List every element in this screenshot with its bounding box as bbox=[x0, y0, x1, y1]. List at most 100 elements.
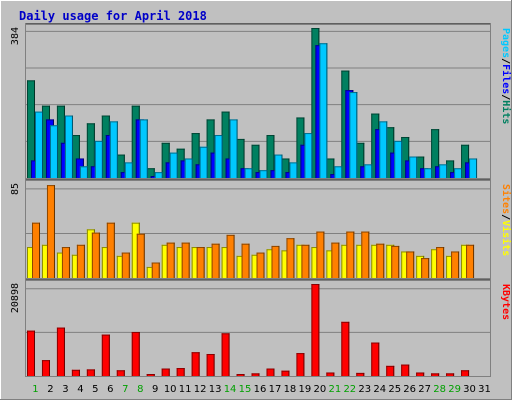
bar-pages-day-30 bbox=[469, 158, 478, 178]
bar-fill bbox=[41, 244, 50, 278]
bar-pages-day-18 bbox=[289, 162, 298, 178]
bar-fill bbox=[35, 111, 43, 178]
bar-fill bbox=[94, 140, 103, 178]
bar-sites-day-7 bbox=[121, 252, 130, 278]
day-label-10: 10 bbox=[164, 384, 177, 395]
bar-fill bbox=[176, 247, 185, 278]
bar-pages-day-9 bbox=[154, 172, 163, 178]
day-label-2: 2 bbox=[47, 384, 53, 395]
legend-item-pages: Pages bbox=[500, 28, 511, 58]
bar-fill bbox=[121, 252, 130, 278]
bar-fill bbox=[334, 166, 343, 178]
day-label-30: 30 bbox=[463, 384, 476, 395]
bar-fill bbox=[386, 244, 395, 278]
day-label-15: 15 bbox=[239, 384, 252, 395]
day-label-4: 4 bbox=[77, 384, 83, 395]
bar-fill bbox=[101, 334, 110, 376]
bar-sites-day-28 bbox=[436, 247, 445, 278]
day-label-14: 14 bbox=[224, 384, 237, 395]
bar-pages-day-20 bbox=[319, 43, 328, 178]
bar-fill bbox=[461, 370, 470, 376]
bar-fill bbox=[27, 80, 35, 178]
bar-sites-day-2 bbox=[46, 185, 55, 278]
bar-fill bbox=[251, 254, 260, 278]
bar-fill bbox=[161, 368, 170, 376]
bar-kbytes-day-6 bbox=[101, 334, 110, 376]
bar-fill bbox=[71, 369, 80, 376]
bar-fill bbox=[281, 250, 290, 278]
bar-sites-day-13 bbox=[211, 243, 220, 278]
bar-fill bbox=[86, 369, 95, 376]
bar-fill bbox=[196, 247, 205, 278]
bar-pages-day-2 bbox=[49, 125, 58, 178]
legend-mid: Sites/Visits bbox=[500, 184, 512, 256]
bar-fill bbox=[319, 43, 328, 178]
day-label-18: 18 bbox=[284, 384, 297, 395]
bar-kbytes-day-5 bbox=[86, 369, 95, 376]
bar-fill bbox=[391, 245, 400, 278]
bar-fill bbox=[376, 243, 385, 278]
bar-fill bbox=[116, 370, 125, 376]
bar-sites-day-1 bbox=[32, 222, 40, 278]
bar-kbytes-day-11 bbox=[176, 368, 185, 376]
bar-fill bbox=[71, 254, 80, 278]
bar-sites-day-10 bbox=[166, 242, 175, 278]
bar-pages-day-22 bbox=[349, 92, 358, 178]
bar-fill bbox=[49, 125, 58, 178]
bar-sites-day-23 bbox=[361, 231, 370, 278]
day-label-22: 22 bbox=[343, 384, 356, 395]
bar-fill bbox=[311, 284, 320, 376]
bar-fill bbox=[131, 222, 140, 278]
chart-title: Daily usage for April 2018 bbox=[19, 9, 207, 23]
legend-separator: / bbox=[500, 94, 511, 100]
day-label-19: 19 bbox=[299, 384, 312, 395]
bar-fill bbox=[431, 129, 440, 178]
y-max-label-top: 384 bbox=[10, 27, 21, 45]
bar-kbytes-day-1 bbox=[27, 330, 35, 376]
bar-fill bbox=[56, 252, 65, 278]
bar-fill bbox=[124, 162, 133, 178]
bar-kbytes-day-8 bbox=[131, 331, 140, 376]
bar-fill bbox=[191, 133, 200, 178]
bar-fill bbox=[221, 247, 230, 278]
bar-kbytes-day-12 bbox=[191, 352, 200, 376]
panel-top: 384 bbox=[10, 23, 491, 179]
bar-fill bbox=[326, 372, 335, 376]
bar-fill bbox=[191, 352, 200, 376]
bar-fill bbox=[446, 255, 455, 278]
bar-fill bbox=[286, 238, 295, 278]
bar-pages-day-28 bbox=[439, 164, 448, 178]
bar-pages-day-25 bbox=[394, 140, 403, 178]
day-label-13: 13 bbox=[209, 384, 222, 395]
bar-fill bbox=[416, 372, 425, 376]
bar-fill bbox=[356, 244, 365, 278]
bar-fill bbox=[251, 144, 260, 178]
day-label-17: 17 bbox=[269, 384, 282, 395]
bar-sites-day-26 bbox=[406, 251, 415, 278]
bar-kbytes-day-10 bbox=[161, 368, 170, 376]
bar-kbytes-day-27 bbox=[416, 372, 425, 376]
legend-top: Pages/Files/Hits bbox=[500, 28, 512, 124]
bar-fill bbox=[346, 231, 355, 278]
bar-fill bbox=[401, 364, 410, 376]
bar-pages-day-29 bbox=[454, 168, 463, 178]
bar-fill bbox=[255, 172, 264, 178]
bar-pages-day-26 bbox=[409, 156, 418, 178]
bar-fill bbox=[271, 245, 280, 278]
bar-pages-day-10 bbox=[169, 152, 178, 178]
bar-sites-day-18 bbox=[286, 238, 295, 278]
bar-fill bbox=[244, 168, 253, 178]
bar-fill bbox=[236, 138, 245, 178]
bar-pages-day-8 bbox=[139, 119, 148, 178]
bar-kbytes-day-25 bbox=[386, 365, 395, 376]
bar-fill bbox=[136, 233, 145, 278]
bar-pages-day-6 bbox=[109, 121, 118, 178]
day-label-26: 26 bbox=[403, 384, 416, 395]
bar-fill bbox=[371, 342, 380, 376]
day-label-8: 8 bbox=[137, 384, 143, 395]
bar-fill bbox=[86, 123, 95, 178]
bar-fill bbox=[256, 252, 265, 278]
bar-pages-day-11 bbox=[184, 158, 193, 178]
day-label-25: 25 bbox=[388, 384, 401, 395]
